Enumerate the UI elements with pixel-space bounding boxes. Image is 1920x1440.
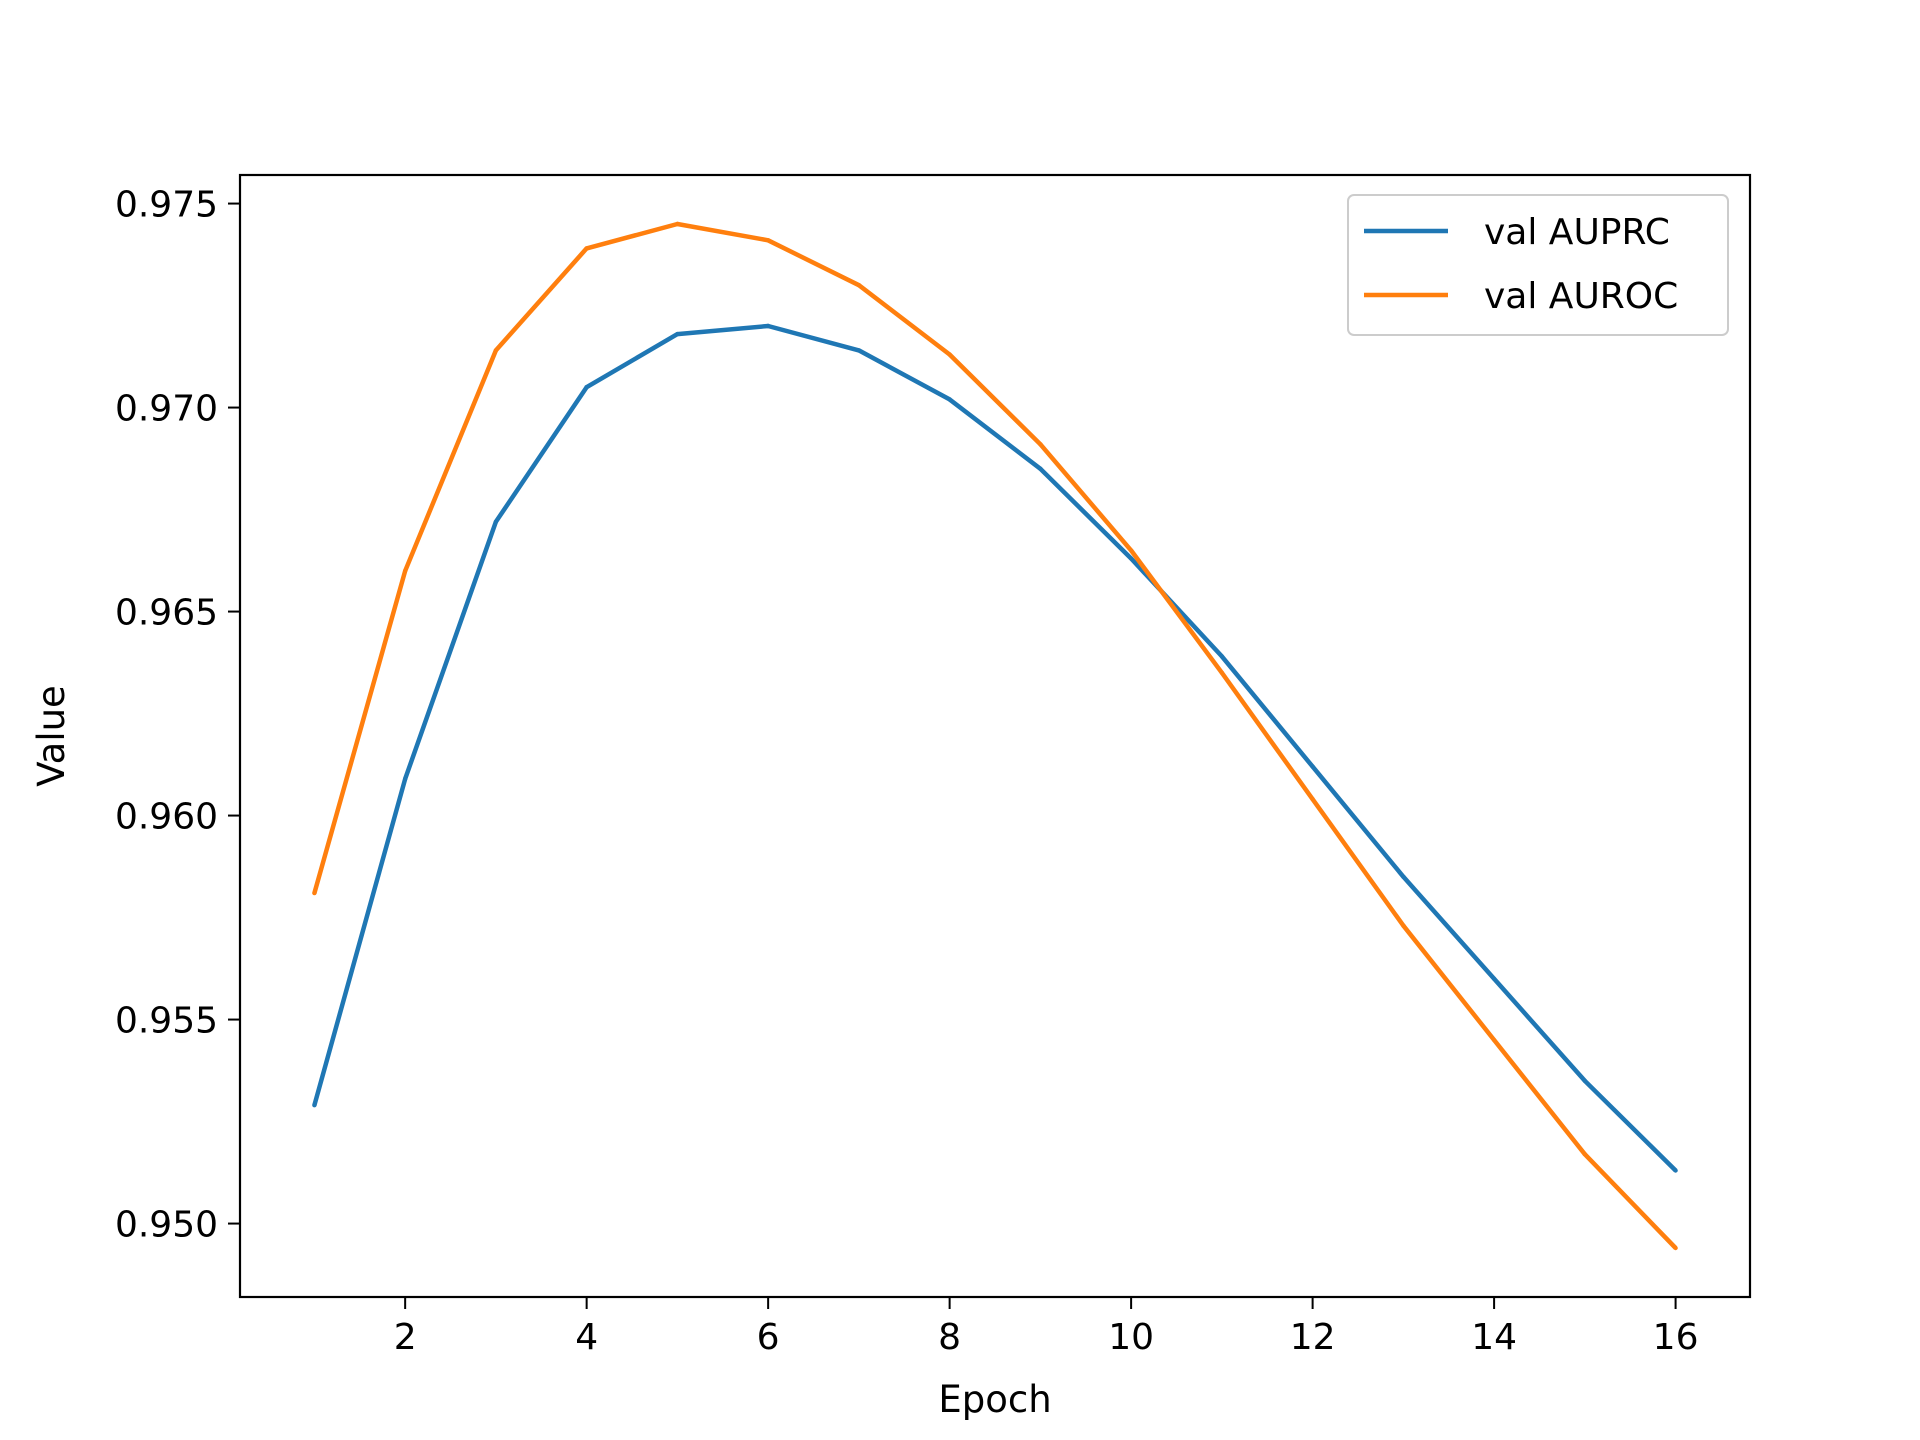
y-tick-label: 0.970 [115,389,218,430]
plot-area-frame [238,173,1752,1299]
data-point-val-auroc [1401,923,1406,928]
series-layer [312,221,1678,1251]
data-point-val-auroc [584,246,589,251]
legend-label-val-auroc: val AUROC [1484,276,1678,317]
x-axis-ticks: 2 4 6 8 10 12 14 16 [394,1297,1699,1358]
x-tick-label: 10 [1108,1317,1154,1358]
x-tick-label: 4 [575,1317,598,1358]
data-point-val-auprc [584,385,589,390]
data-point-val-auprc [1673,1168,1678,1173]
data-point-val-auroc [765,238,771,243]
data-point-val-auprc [1491,976,1497,981]
x-tick-label: 6 [757,1317,780,1358]
series-line-val-auprc [312,323,1678,1173]
data-point-val-auroc [1673,1245,1678,1251]
x-tick-label: 8 [938,1317,961,1358]
series-line-val-auroc [312,221,1678,1250]
x-tick-label: 2 [394,1317,417,1358]
y-tick-label: 0.950 [115,1205,218,1246]
data-point-val-auprc [1038,466,1043,471]
data-point-val-auprc [856,348,862,353]
data-point-val-auroc [493,348,499,353]
data-point-val-auroc [403,568,408,573]
x-tick-label: 14 [1471,1317,1517,1358]
data-point-val-auroc [1128,548,1134,553]
data-point-val-auroc [947,352,952,357]
legend: val AUPRC val AUROC [1347,194,1729,336]
y-axis-label: Value [30,685,73,787]
x-tick-label: 12 [1290,1317,1336,1358]
data-point-val-auroc [1582,1152,1588,1157]
data-point-val-auroc [1038,442,1043,447]
data-point-val-auprc [403,776,408,781]
data-point-val-auroc [675,221,680,227]
data-point-val-auroc [1219,670,1225,675]
data-point-val-auprc [1582,1078,1588,1084]
data-point-val-auprc [1219,654,1225,659]
data-point-val-auprc [1310,764,1315,769]
y-tick-label: 0.955 [115,1001,218,1042]
data-point-val-auprc [1401,874,1406,879]
data-point-val-auprc [947,397,952,402]
legend-label-val-auprc: val AUPRC [1484,212,1670,253]
data-point-val-auprc [312,1103,317,1108]
data-point-val-auroc [312,890,317,896]
y-tick-label: 0.965 [115,593,218,634]
y-tick-label: 0.960 [115,797,218,838]
data-point-val-auprc [675,331,680,337]
data-point-val-auroc [856,283,862,288]
data-point-val-auprc [765,323,771,329]
x-axis-label: Epoch [938,1378,1051,1421]
data-point-val-auprc [1128,556,1134,561]
y-tick-label: 0.975 [115,185,218,226]
data-point-val-auprc [493,519,499,524]
data-point-val-auroc [1310,797,1315,802]
data-point-val-auroc [1491,1037,1497,1043]
x-tick-label: 16 [1653,1317,1699,1358]
y-axis-ticks: 0.950 0.955 0.960 0.965 0.970 0.975 [115,185,240,1246]
